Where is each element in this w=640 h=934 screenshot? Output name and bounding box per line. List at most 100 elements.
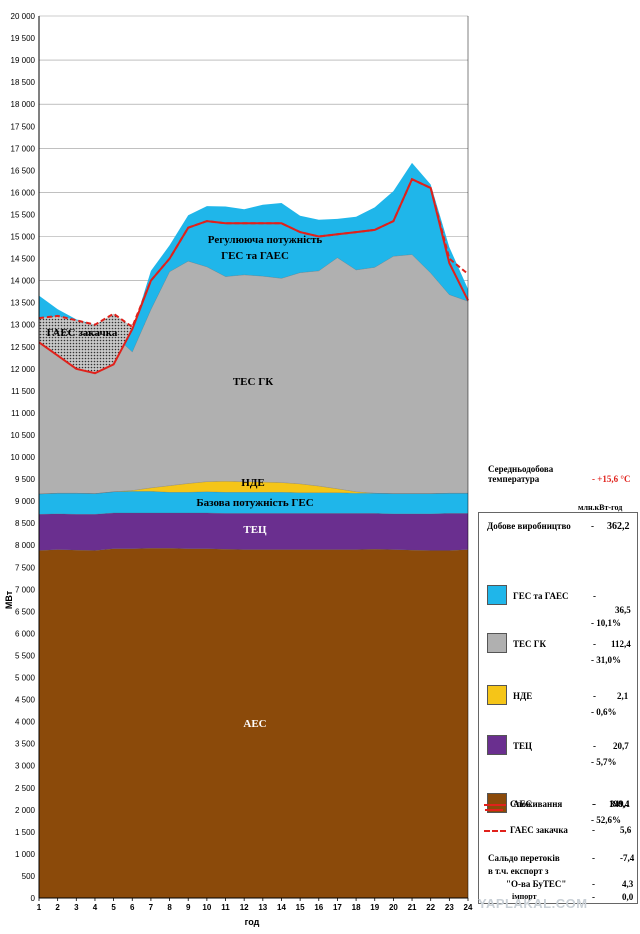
- area-3: [39, 491, 468, 515]
- x-tick-label: 23: [445, 903, 454, 912]
- legend: Добове виробництво - 362,2 ГЕС та ГАЕС -…: [478, 512, 638, 904]
- x-tick-label: 11: [221, 903, 230, 912]
- y-tick-label: 500: [22, 872, 36, 881]
- legend-line-consumption: [485, 809, 503, 811]
- x-tick-label: 17: [333, 903, 342, 912]
- legend-percent-npp: - 52,6%: [591, 815, 621, 825]
- y-tick-labels: 0 500 1 000 1 500 2 000 2 500 3 000 3 500 4 000 4…: [11, 12, 36, 903]
- x-tick-label: 15: [296, 903, 305, 912]
- label-regulating-line1: Регулююча потужність: [208, 234, 323, 246]
- y-tick-label: 2 500: [15, 784, 36, 793]
- legend-value-chp: 20,7: [613, 741, 629, 751]
- legend-percent-hydro: - 10,1%: [591, 618, 621, 628]
- y-tick-label: 7 500: [15, 563, 36, 572]
- legend-percent-chp: - 5,7%: [591, 757, 617, 767]
- y-tick-label: 13 000: [11, 321, 36, 330]
- x-tick-label: 6: [130, 903, 135, 912]
- x-tick-label: 14: [277, 903, 286, 912]
- axes: [38, 16, 469, 901]
- legend-pump-value: 5,6: [620, 825, 632, 835]
- legend-saldo-line2: в т.ч. експорт з: [488, 866, 549, 876]
- y-tick-label: 1 000: [15, 850, 36, 859]
- y-tick-label: 9 000: [15, 497, 36, 506]
- label-pump: ГАЕС закачка: [47, 327, 118, 339]
- y-tick-label: 20 000: [11, 12, 36, 21]
- label-tes: ТЕС ГК: [233, 376, 273, 388]
- x-tick-label: 5: [111, 903, 116, 912]
- x-tick-label: 2: [55, 903, 60, 912]
- y-tick-label: 18 500: [11, 78, 36, 87]
- y-tick-label: 18 000: [11, 100, 36, 109]
- y-tick-label: 14 500: [11, 255, 36, 264]
- x-tick-label: 9: [186, 903, 191, 912]
- area-boundary: [38, 548, 469, 551]
- series-lines: [38, 177, 469, 375]
- legend-dash-nde: -: [593, 691, 596, 701]
- label-chp: ТЕЦ: [243, 524, 267, 536]
- x-tick-label: 7: [149, 903, 154, 912]
- legend-dash-tes: -: [593, 639, 596, 649]
- y-tick-label: 2 000: [15, 806, 36, 815]
- y-tick-label: 10 000: [11, 453, 36, 462]
- label-base-hydro: Базова потужність ГЕС: [196, 497, 313, 509]
- label-npp: АЕС: [243, 718, 266, 730]
- y-tick-label: 6 000: [15, 629, 36, 638]
- x-tick-label: 21: [408, 903, 417, 912]
- legend-saldo-dash2: -: [592, 879, 595, 889]
- units-label: млн.кВт-год: [578, 503, 623, 512]
- legend-consumption-dash: -: [592, 799, 595, 809]
- legend-saldo-line1: Сальдо перетоків: [488, 853, 560, 863]
- legend-total-dash: -: [591, 521, 594, 531]
- stacked-areas: [38, 162, 469, 898]
- x-tick-labels: 1 2 3 4 5 6 7 8 9 10 11 12 13 14 15 16 17 18 19 20 21 22 23 24: [37, 903, 473, 912]
- x-tick-label: 22: [426, 903, 435, 912]
- legend-total-value: 362,2: [607, 521, 630, 532]
- y-tick-label: 9 500: [15, 475, 36, 484]
- area-boundary: [38, 481, 468, 495]
- legend-swatch-hydro: [487, 585, 507, 605]
- y-tick-label: 11 000: [11, 409, 35, 418]
- area-1: [39, 548, 468, 898]
- legend-value-tes: 112,4: [611, 639, 631, 649]
- label-regulating-line2: ГЕС та ГАЕС: [221, 250, 289, 262]
- x-tick-label: 8: [167, 903, 172, 912]
- y-tick-label: 16 000: [11, 188, 36, 197]
- legend-pump-dash: -: [592, 825, 595, 835]
- y-tick-label: 0: [31, 894, 36, 903]
- x-tick-label: 16: [314, 903, 323, 912]
- legend-label-chp: ТЕЦ: [513, 741, 533, 751]
- x-tick-label: 18: [352, 903, 361, 912]
- legend-saldo-value2: 4,3: [622, 879, 634, 889]
- x-tick-label: 24: [464, 903, 473, 912]
- y-tick-label: 5 500: [15, 651, 36, 660]
- y-tick-label: 11 500: [11, 387, 35, 396]
- x-tick-label: 1: [37, 903, 42, 912]
- legend-label-hydro: ГЕС та ГАЕС: [513, 591, 569, 601]
- legend-value-nde: 2,1: [617, 691, 629, 701]
- temperature-label-line1: Середньодобова: [488, 464, 554, 474]
- area-boundary: [38, 512, 468, 515]
- legend-consumption-label: Споживання: [510, 799, 563, 809]
- y-tick-label: 6 500: [15, 607, 36, 616]
- legend-value-hydro: 36,5: [615, 605, 631, 615]
- legend-saldo-line3: "О-ва БуТЕС": [506, 879, 567, 889]
- label-nde: НДЕ: [241, 477, 264, 489]
- x-tick-label: 4: [93, 903, 98, 912]
- y-tick-label: 8 000: [15, 541, 36, 550]
- x-tick-label: 19: [370, 903, 379, 912]
- legend-line-pump-swatch: [484, 830, 506, 832]
- legend-label-tes: ТЕС ГК: [513, 639, 547, 649]
- legend-label-npp: АЕС: [513, 799, 533, 809]
- y-tick-label: 10 500: [11, 431, 36, 440]
- legend-saldo-dash3: -: [592, 892, 595, 902]
- legend-line-consumption-swatch: [484, 804, 506, 806]
- y-tick-label: 17 500: [11, 122, 36, 131]
- y-axis-label: МВт: [4, 590, 14, 609]
- x-tick-label: 3: [74, 903, 79, 912]
- y-tick-label: 19 000: [11, 56, 36, 65]
- y-tick-label: 1 500: [15, 828, 36, 837]
- y-tick-label: 12 500: [11, 343, 36, 352]
- temperature-label-line2: температура: [488, 474, 540, 484]
- legend-swatch-npp: [487, 793, 507, 813]
